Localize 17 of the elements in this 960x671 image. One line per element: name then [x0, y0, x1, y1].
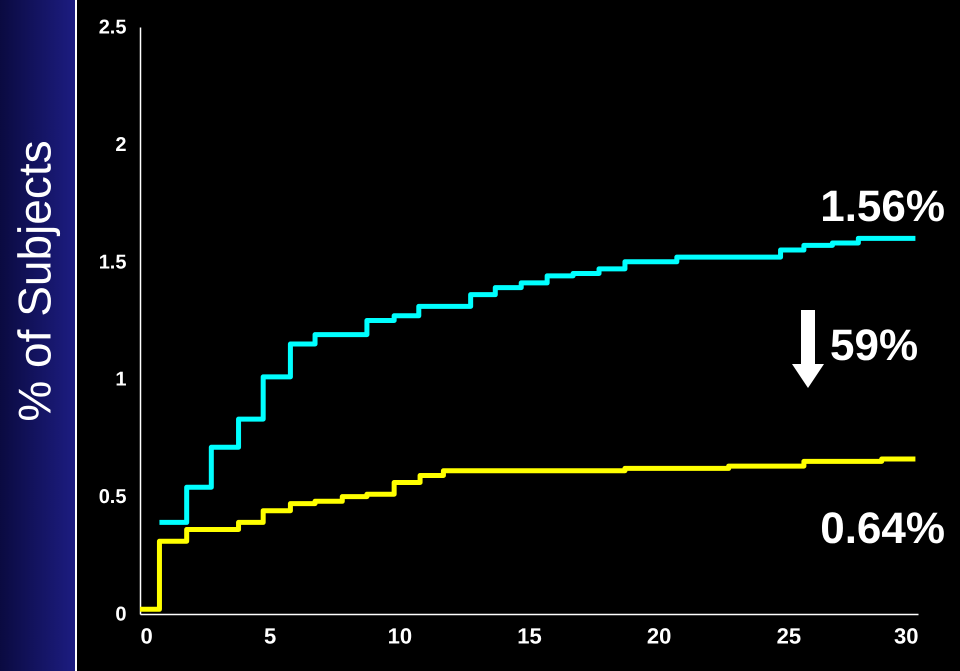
x-tick-label: 10 — [388, 624, 412, 648]
x-tick-label: 5 — [264, 624, 276, 648]
y-tick-label: 0 — [115, 604, 126, 626]
y-tick-label: 1 — [115, 368, 126, 391]
y-tick-label: 1.5 — [98, 251, 126, 274]
y-tick-label: 2 — [115, 134, 126, 156]
annotation: 0.64% — [820, 504, 945, 553]
y-axis-title: % of Subjects — [8, 140, 60, 422]
x-tick-label: 20 — [646, 624, 672, 648]
annotation: 59% — [830, 321, 918, 370]
x-tick-label: 30 — [894, 624, 918, 648]
x-tick-label: 25 — [776, 624, 802, 648]
annotation: 1.56% — [820, 182, 945, 231]
y-tick-label: 0.5 — [98, 486, 126, 508]
x-tick-label: 0 — [140, 624, 153, 648]
y-tick-label: 2.5 — [98, 16, 126, 38]
x-tick-label: 15 — [517, 624, 542, 648]
